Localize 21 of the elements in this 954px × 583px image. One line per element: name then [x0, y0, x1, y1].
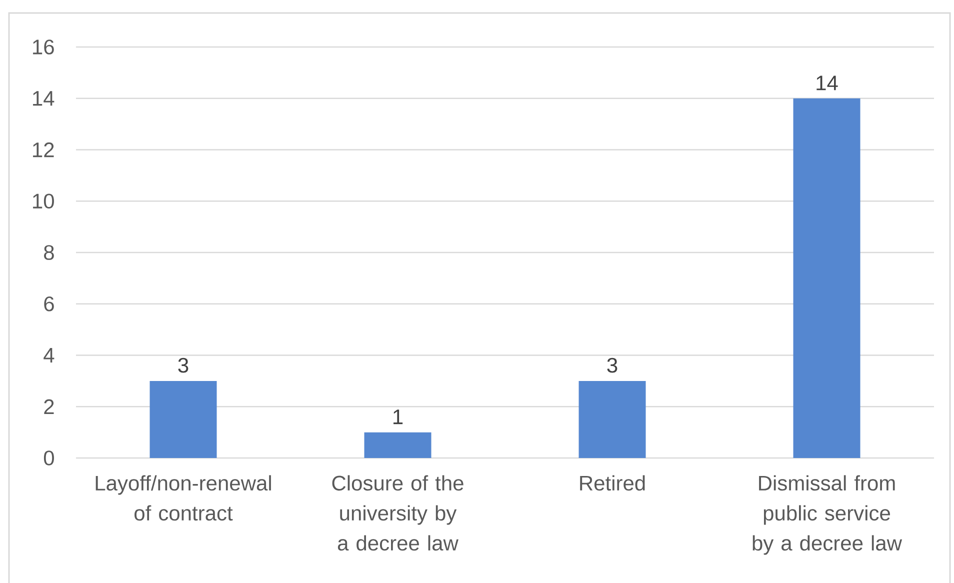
bar — [578, 380, 646, 458]
data-label: 14 — [816, 76, 838, 90]
data-label: 3 — [607, 358, 618, 373]
bar — [150, 380, 217, 458]
y-tick-label: 8 — [44, 245, 54, 260]
x-tick-label: Dismissal from public service by a decree law — [752, 475, 902, 555]
data-label: 3 — [178, 358, 188, 373]
x-tick-label: Retired — [580, 475, 645, 491]
y-tick-label: 10 — [33, 194, 54, 209]
x-tick-label: Layoff/non-renewal of contract — [96, 475, 271, 521]
y-tick-label: 6 — [44, 296, 54, 312]
y-tick-label: 14 — [33, 91, 54, 106]
y-tick-label: 4 — [44, 348, 54, 362]
y-tick-label: 2 — [44, 399, 54, 414]
x-tick-label: Closure of the university by a decree law — [332, 475, 464, 551]
y-tick-label: 0 — [44, 450, 54, 466]
data-label: 1 — [394, 410, 403, 424]
y-tick-label: 12 — [33, 142, 54, 158]
bar — [364, 432, 432, 458]
bar — [793, 98, 860, 458]
y-tick-label: 16 — [33, 40, 54, 54]
